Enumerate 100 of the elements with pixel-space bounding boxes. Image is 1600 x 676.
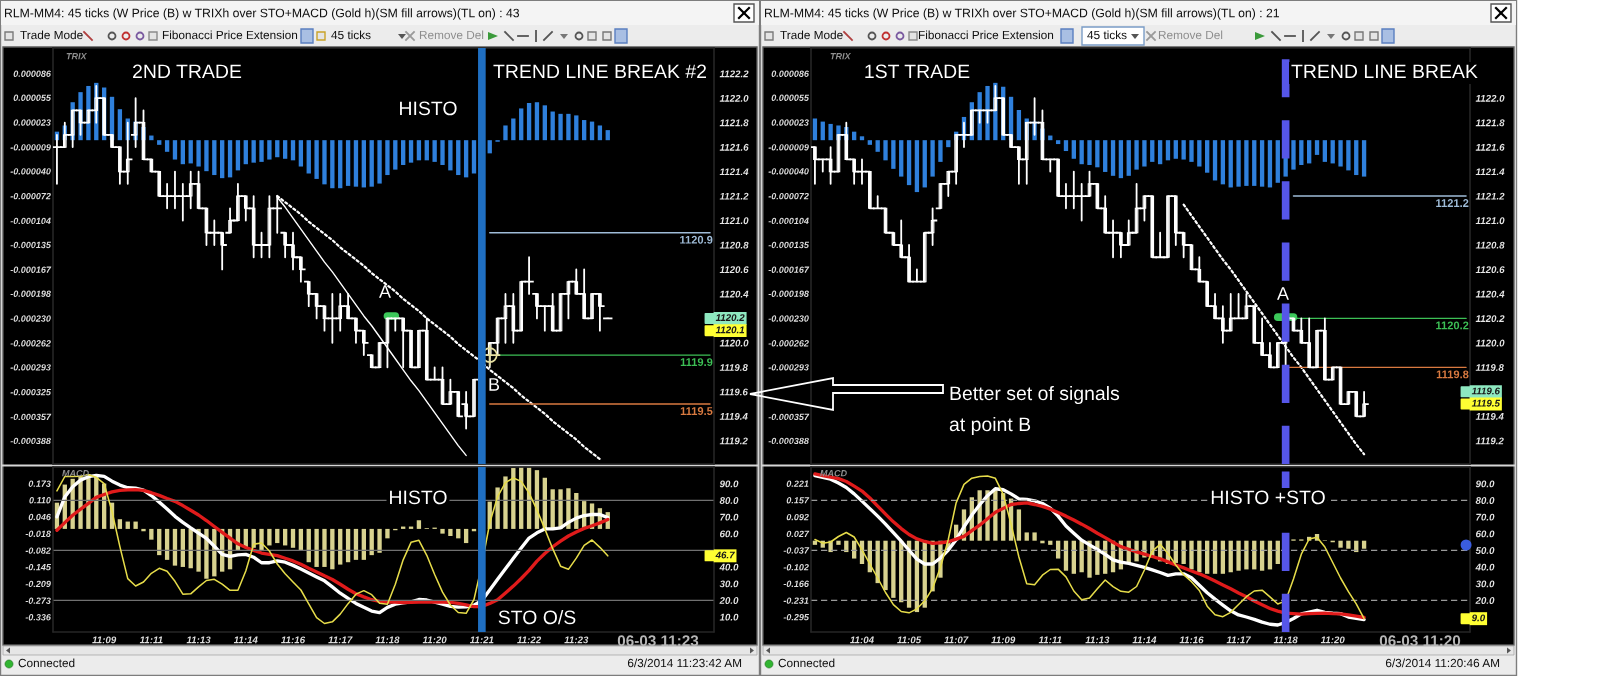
- y2-tick-label: 1122.2: [719, 70, 749, 78]
- y2-tick-label: 1119.4: [719, 413, 748, 420]
- y2-tick-label: 1121.0: [719, 217, 749, 225]
- y2-tick-label: 20.0: [719, 597, 739, 604]
- y2-tick-label: 1119.8: [1475, 364, 1504, 371]
- y2-tick-label: 1120.4: [1475, 290, 1505, 298]
- y-tick-label: -0.000009: [10, 144, 51, 151]
- y-tick-label: -0.000198: [10, 290, 51, 297]
- y-tick-label: -0.000230: [10, 315, 51, 322]
- y-tick-label: 0.027: [786, 530, 810, 538]
- y-tick-label: -0.000262: [768, 340, 809, 347]
- data-label: 1120.2: [715, 314, 745, 322]
- x-tick-label: 11:16: [1179, 636, 1204, 644]
- y2-tick-label: 1119.2: [719, 437, 748, 445]
- annotation: 2ND TRADE: [133, 64, 242, 79]
- y-tick-label: -0.000262: [10, 340, 51, 347]
- y2-tick-label: 1121.6: [1475, 143, 1505, 151]
- y2-tick-label: 1121.6: [719, 143, 749, 151]
- y-tick-label: 0.221: [786, 480, 809, 487]
- y2-tick-label: 1121.8: [719, 119, 749, 127]
- x-tick-label: 11:05: [897, 636, 922, 644]
- y-tick-label: -0.000357: [768, 413, 810, 421]
- y2-tick-label: 1121.2: [719, 192, 749, 200]
- y-tick-label: -0.018: [25, 530, 51, 537]
- annotation: MACD: [62, 470, 89, 477]
- y2-tick-label: 90.0: [1475, 480, 1495, 488]
- y-tick-label: -0.000293: [768, 364, 809, 371]
- y-tick-label: -0.209: [25, 580, 51, 588]
- x-tick-label: 11:18: [1273, 636, 1298, 644]
- x-tick-label: 11:13: [1085, 636, 1110, 644]
- x-tick-label: 11:18: [375, 636, 400, 644]
- data-label: 9.0: [1471, 614, 1486, 622]
- annotation: TREND LINE BREAK #2: [493, 64, 706, 79]
- x-tick-label: 11:17: [328, 636, 353, 644]
- data-label: 1120.9: [680, 235, 713, 244]
- text: Remove Del: [419, 30, 484, 40]
- annotation: A: [1277, 287, 1289, 300]
- annotation: HISTO: [390, 490, 447, 505]
- text: 06-03 11:23: [617, 635, 699, 647]
- x-tick-label: 11:09: [92, 636, 117, 644]
- annotation: TRIX: [66, 53, 88, 60]
- text: Trade Mode: [20, 30, 83, 40]
- y-tick-label: -0.000230: [768, 315, 809, 322]
- y-tick-label: 0.000086: [771, 70, 809, 77]
- y-tick-label: -0.000135: [10, 241, 52, 249]
- y2-tick-label: 1120.8: [1475, 241, 1505, 249]
- y-tick-label: -0.000293: [10, 364, 51, 371]
- y-tick-label: -0.000388: [10, 437, 51, 445]
- y-tick-label: 0.000023: [13, 119, 51, 126]
- y2-tick-label: 10.0: [719, 613, 739, 621]
- y-tick-label: -0.000388: [768, 437, 809, 445]
- y-tick-label: 0.000055: [771, 94, 810, 101]
- x-tick-label: 11:17: [1226, 636, 1252, 644]
- data-label: 46.7: [715, 551, 735, 559]
- y-tick-label: -0.000040: [768, 168, 809, 175]
- text: Connected: [778, 658, 835, 668]
- x-tick-label: 11:20: [1320, 636, 1345, 644]
- y-tick-label: -0.000072: [10, 192, 51, 200]
- annotation: 1ST TRADE: [865, 64, 970, 79]
- y2-tick-label: 1119.6: [719, 388, 748, 396]
- annotation: Better set of signals: [950, 385, 1120, 405]
- y-tick-label: -0.000104: [768, 217, 809, 225]
- data-label: 1120.1: [715, 326, 745, 334]
- y-tick-label: -0.000325: [10, 388, 52, 396]
- text: 06-03 11:20: [1379, 635, 1461, 647]
- y-tick-label: 0.000086: [13, 70, 51, 77]
- x-tick-label: 11:16: [281, 636, 306, 644]
- y2-tick-label: 1121.8: [1475, 119, 1505, 127]
- data-label: 1119.5: [680, 407, 713, 415]
- y2-tick-label: 1120.4: [719, 290, 749, 298]
- y-tick-label: 0.110: [29, 497, 51, 504]
- y-tick-label: 0.157: [786, 497, 810, 504]
- data-label: 1121.2: [1436, 199, 1469, 207]
- data-label: 1119.5: [1471, 399, 1501, 407]
- x-tick-label: 11:09: [991, 636, 1016, 644]
- y2-tick-label: 1120.8: [719, 241, 749, 249]
- annotation: B: [489, 378, 500, 391]
- x-tick-label: 11:04: [850, 636, 874, 644]
- y2-tick-label: 70.0: [720, 513, 739, 521]
- chart-title: RLM-MM4: 45 ticks (W Price (B) w TRIXh over STO+MACD (Gold h)(SM fill arrows)(TL on) : 21: [765, 8, 1279, 20]
- y2-tick-label: 60.0: [1476, 530, 1495, 538]
- annotation: A: [379, 285, 391, 298]
- annotation: TRIX: [830, 53, 852, 60]
- y2-tick-label: 1120.2: [1475, 315, 1505, 323]
- y-tick-label: 0.046: [28, 513, 51, 521]
- y2-tick-label: 1119.8: [719, 364, 748, 371]
- text: 45 ticks: [331, 30, 371, 40]
- y2-tick-label: 30.0: [719, 580, 739, 588]
- x-tick-label: 11:20: [422, 636, 447, 644]
- y-tick-label: -0.000009: [768, 144, 809, 151]
- y2-tick-label: 1121.4: [719, 168, 749, 176]
- annotation: HISTO +STO: [1211, 490, 1325, 505]
- y2-tick-label: 1121.0: [1475, 217, 1505, 225]
- text: Fibonacci Price Extension: [918, 30, 1054, 40]
- text: Trade Mode: [780, 30, 843, 40]
- y-tick-label: -0.000135: [768, 241, 810, 249]
- y2-tick-label: 1120.0: [719, 339, 749, 347]
- x-tick-label: 11:21: [469, 636, 494, 644]
- y2-tick-label: 80.0: [719, 497, 739, 504]
- annotation: TREND LINE BREAK: [1291, 64, 1478, 79]
